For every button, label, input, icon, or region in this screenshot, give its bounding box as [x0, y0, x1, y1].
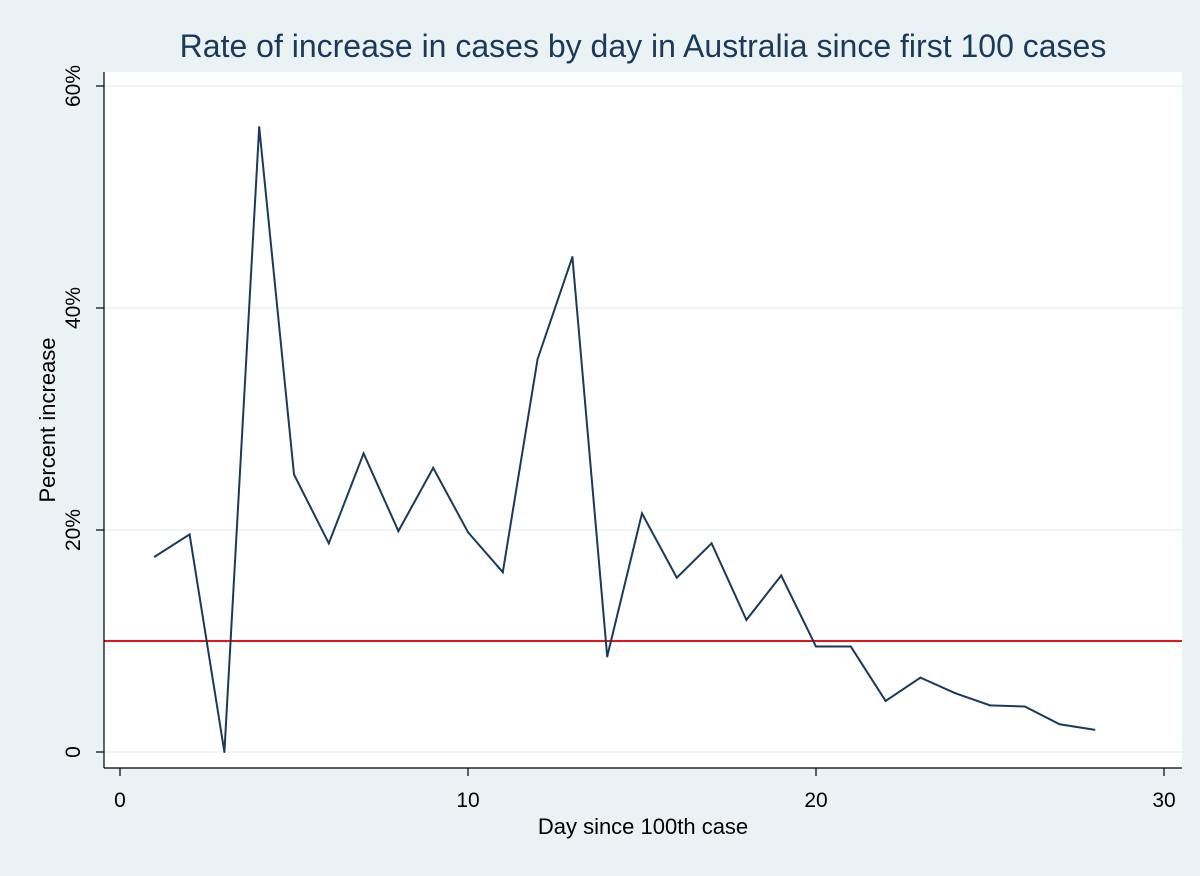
data-point-day-23 [919, 676, 922, 679]
data-point-day-16 [675, 576, 678, 579]
data-point-day-10 [467, 531, 469, 534]
series-line-percent-increase [154, 126, 1095, 753]
data-point-day-8 [397, 530, 400, 533]
data-point-day-11 [501, 571, 504, 574]
data-point-day-13 [571, 255, 574, 258]
data-point-day-3 [223, 751, 226, 753]
data-point-day-28 [1093, 728, 1096, 731]
y-tick-label: 60% [62, 65, 85, 107]
data-point-day-21 [849, 645, 852, 648]
data-point-day-4 [258, 126, 261, 129]
y-tick-label: 20% [62, 509, 85, 551]
data-point-day-7 [362, 452, 365, 455]
plot-area [104, 72, 1182, 768]
data-point-day-1 [153, 555, 156, 558]
data-point-day-2 [188, 533, 191, 536]
x-tick-label: 0 [114, 789, 126, 812]
data-point-day-26 [1023, 705, 1026, 708]
grid-lines [104, 85, 1182, 753]
x-tick-label: 20 [804, 789, 827, 812]
x-axis-ticks: 0 10 20 30 [114, 768, 1176, 812]
y-tick-label: 0 [62, 746, 85, 758]
y-axis-title: Percent increase [35, 337, 60, 502]
data-point-day-15 [641, 512, 643, 515]
chart-title: Rate of increase in cases by day in Aust… [180, 28, 1107, 64]
data-point-day-6 [327, 542, 330, 545]
x-tick-label: 30 [1152, 789, 1175, 812]
y-axis-ticks: 0 20% 40% 60% [62, 65, 104, 758]
data-point-day-27 [1058, 723, 1061, 726]
y-tick-label: 40% [62, 287, 85, 329]
data-point-day-20 [815, 645, 817, 648]
data-point-day-22 [884, 699, 887, 702]
data-point-day-5 [293, 473, 295, 476]
data-point-day-25 [989, 704, 991, 707]
x-tick-label: 10 [456, 789, 479, 812]
data-points [153, 126, 1096, 753]
x-axis-title: Day since 100th case [538, 814, 748, 839]
data-point-day-24 [954, 692, 957, 695]
data-point-day-12 [536, 358, 539, 361]
data-point-day-18 [745, 618, 748, 621]
data-point-day-14 [606, 655, 609, 658]
data-point-day-19 [780, 574, 783, 577]
data-point-day-17 [710, 542, 713, 545]
data-point-day-9 [432, 466, 435, 469]
